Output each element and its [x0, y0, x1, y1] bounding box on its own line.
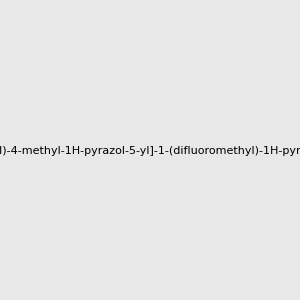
Text: N-[1-(4-chlorobenzyl)-4-methyl-1H-pyrazol-5-yl]-1-(difluoromethyl)-1H-pyrazole-5: N-[1-(4-chlorobenzyl)-4-methyl-1H-pyrazo…	[0, 146, 300, 157]
